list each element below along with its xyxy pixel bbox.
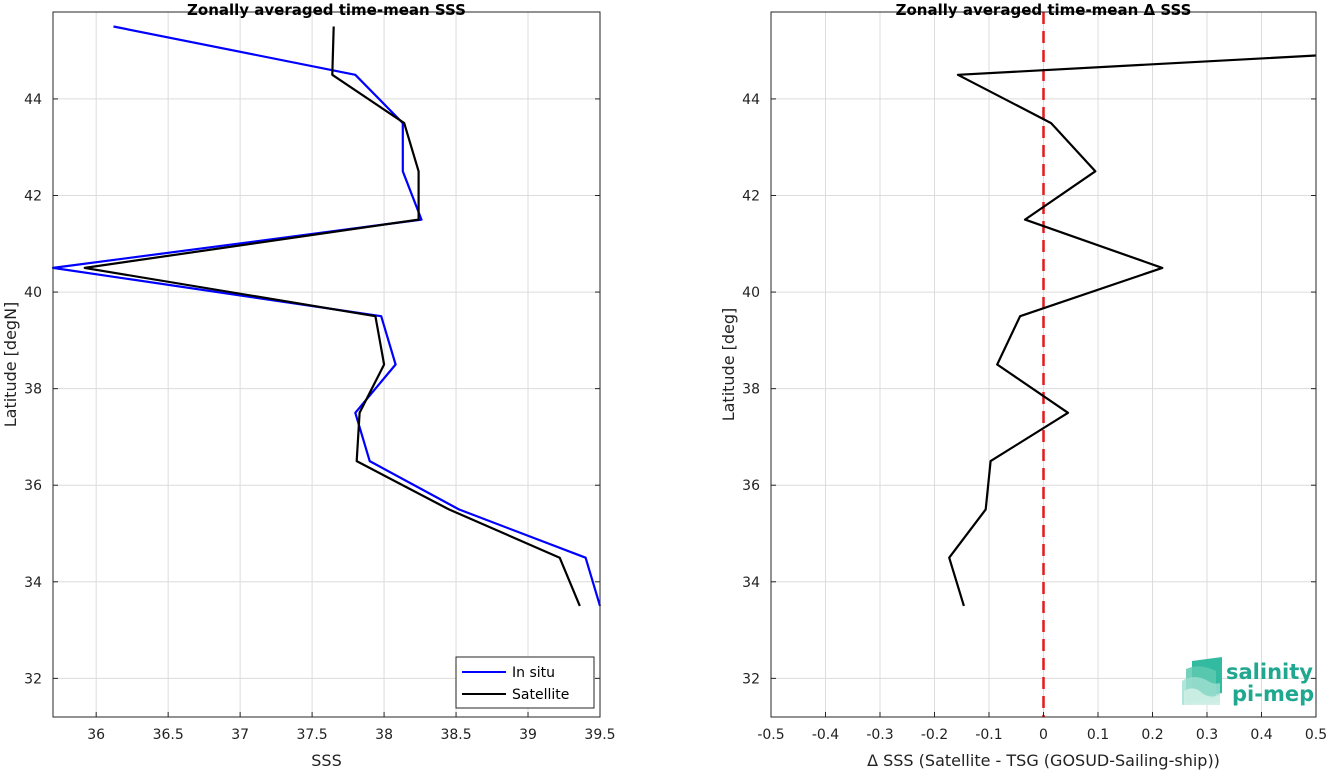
logo-line-1: salinity xyxy=(1226,660,1313,684)
series-line-satellite xyxy=(83,26,581,607)
x-tick-label: -0.1 xyxy=(975,727,1002,743)
x-tick-label: -0.5 xyxy=(757,727,784,743)
y-tick-label: 40 xyxy=(742,285,760,301)
x-tick-label: 39 xyxy=(519,727,537,743)
x-axis-label: Δ SSS (Satellite - TSG (GOSUD-Sailing-sh… xyxy=(867,751,1220,770)
x-tick-label: 0 xyxy=(1039,727,1048,743)
x-tick-label: 0.2 xyxy=(1141,727,1163,743)
y-tick-label: 38 xyxy=(24,382,42,398)
y-tick-label: 36 xyxy=(24,478,42,494)
y-tick-label: 32 xyxy=(24,671,42,687)
x-tick-label: -0.3 xyxy=(866,727,893,743)
legend-box xyxy=(455,656,595,709)
x-tick-label: 37.5 xyxy=(297,727,328,743)
chart-title: Zonally averaged time-mean SSS xyxy=(187,1,466,19)
x-tick-label: 36 xyxy=(87,727,105,743)
grid xyxy=(53,12,601,717)
ticks: -0.5 -0.4 -0.3 -0.2 -0.1 0 0.1 0.2 0.3 0.4 0.5 32 34… xyxy=(742,92,1327,743)
x-axis-label: SSS xyxy=(311,751,341,770)
x-tick-label: -0.4 xyxy=(812,727,839,743)
y-tick-label: 38 xyxy=(742,382,760,398)
grid xyxy=(770,12,1317,717)
y-tick-label: 40 xyxy=(24,285,42,301)
chart-title: Zonally averaged time-mean Δ SSS xyxy=(896,1,1192,19)
delta-sss-panel: -0.5 -0.4 -0.3 -0.2 -0.1 0 0.1 0.2 0.3 0.4 0.5 32 34… xyxy=(719,1,1327,770)
series-line-in-situ xyxy=(51,25,602,607)
x-tick-label: 38.5 xyxy=(440,727,471,743)
y-tick-label: 36 xyxy=(742,478,760,494)
x-tick-label: 36.5 xyxy=(153,727,184,743)
x-tick-label: -0.2 xyxy=(921,727,948,743)
y-tick-label: 42 xyxy=(742,188,760,204)
series-lines xyxy=(948,12,1317,717)
y-tick-label: 42 xyxy=(24,188,42,204)
legend-label-in-situ: In situ xyxy=(512,665,555,681)
ticks: 36 36.5 37 37.5 38 38.5 39 39.5 32 34 36 38 40 42 44 xyxy=(24,92,615,743)
x-tick-label: 0.5 xyxy=(1305,727,1327,743)
plot-frame xyxy=(52,11,601,718)
y-tick-label: 44 xyxy=(24,92,42,108)
y-tick-label: 34 xyxy=(742,575,760,591)
series-line-0 xyxy=(948,54,1317,607)
salinity-pimep-logo: salinity pi-mep xyxy=(1182,657,1314,706)
series-lines xyxy=(51,25,602,607)
sss-panel: 36 36.5 37 37.5 38 38.5 39 39.5 32 34 36 38 40 42 44 Z… xyxy=(1,1,616,770)
x-tick-label: 38 xyxy=(375,727,393,743)
wave-logo-icon xyxy=(1182,657,1222,705)
legend-label-satellite: Satellite xyxy=(512,687,569,703)
logo-line-2: pi-mep xyxy=(1232,682,1314,706)
legend: In situ Satellite xyxy=(455,656,595,709)
y-axis-label: Latitude [deg] xyxy=(719,308,738,422)
x-tick-label: 37 xyxy=(231,727,249,743)
x-tick-label: 0.3 xyxy=(1196,727,1218,743)
y-tick-label: 32 xyxy=(742,671,760,687)
y-axis-label: Latitude [degN] xyxy=(1,302,20,428)
y-tick-label: 44 xyxy=(742,92,760,108)
x-tick-label: 0.1 xyxy=(1087,727,1109,743)
y-tick-label: 34 xyxy=(24,575,42,591)
x-tick-label: 0.4 xyxy=(1250,727,1272,743)
x-tick-label: 39.5 xyxy=(584,727,615,743)
